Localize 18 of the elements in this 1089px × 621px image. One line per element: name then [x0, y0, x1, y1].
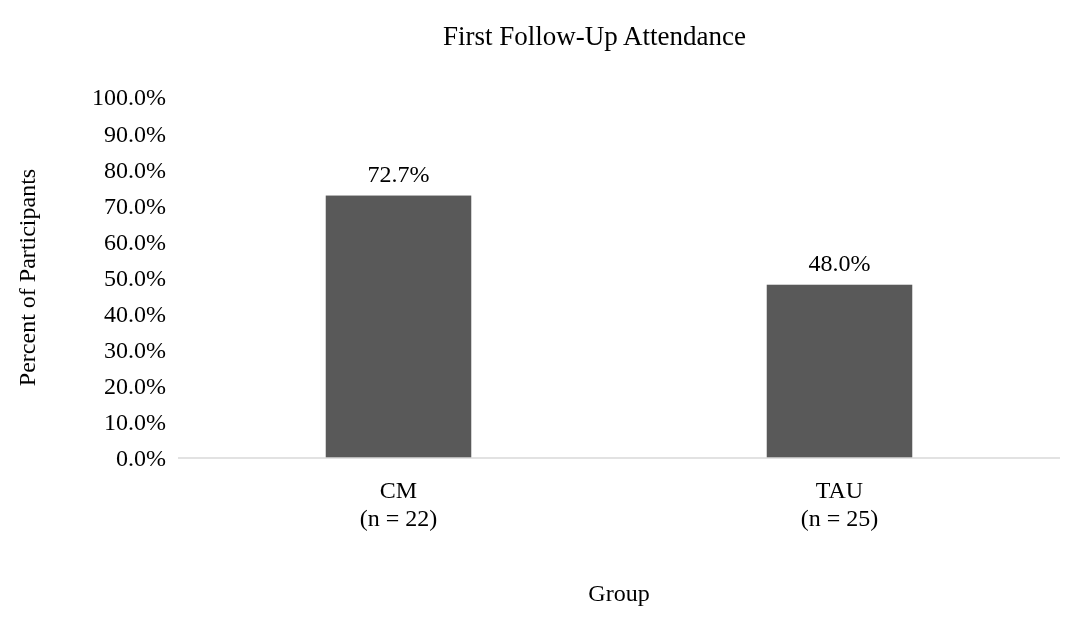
y-tick-label: 80.0% [104, 156, 166, 183]
x-tick-label: CM (n = 22) [359, 477, 438, 531]
y-tick-label: 20.0% [104, 373, 166, 400]
y-tick-label: 70.0% [104, 192, 166, 219]
y-tick-label: 40.0% [104, 301, 166, 327]
y-tick-label: 60.0% [104, 228, 166, 255]
y-tick-label: 90.0% [104, 120, 166, 147]
y-tick-label: 10.0% [104, 409, 166, 436]
data-label: 48.0% [808, 249, 871, 276]
y-tick-label: 100.0% [92, 84, 166, 111]
x-axis-title: Group [588, 580, 650, 606]
x-tick-label: TAU (n = 25) [800, 477, 879, 531]
y-tick-label: 50.0% [104, 264, 166, 291]
y-tick-label: 0.0% [116, 445, 166, 472]
data-label: 72.7% [367, 160, 430, 187]
chart-title: First Follow-Up Attendance [443, 21, 746, 51]
y-axis-title: Percent of Participants [14, 168, 40, 387]
y-tick-label: 30.0% [104, 337, 166, 364]
